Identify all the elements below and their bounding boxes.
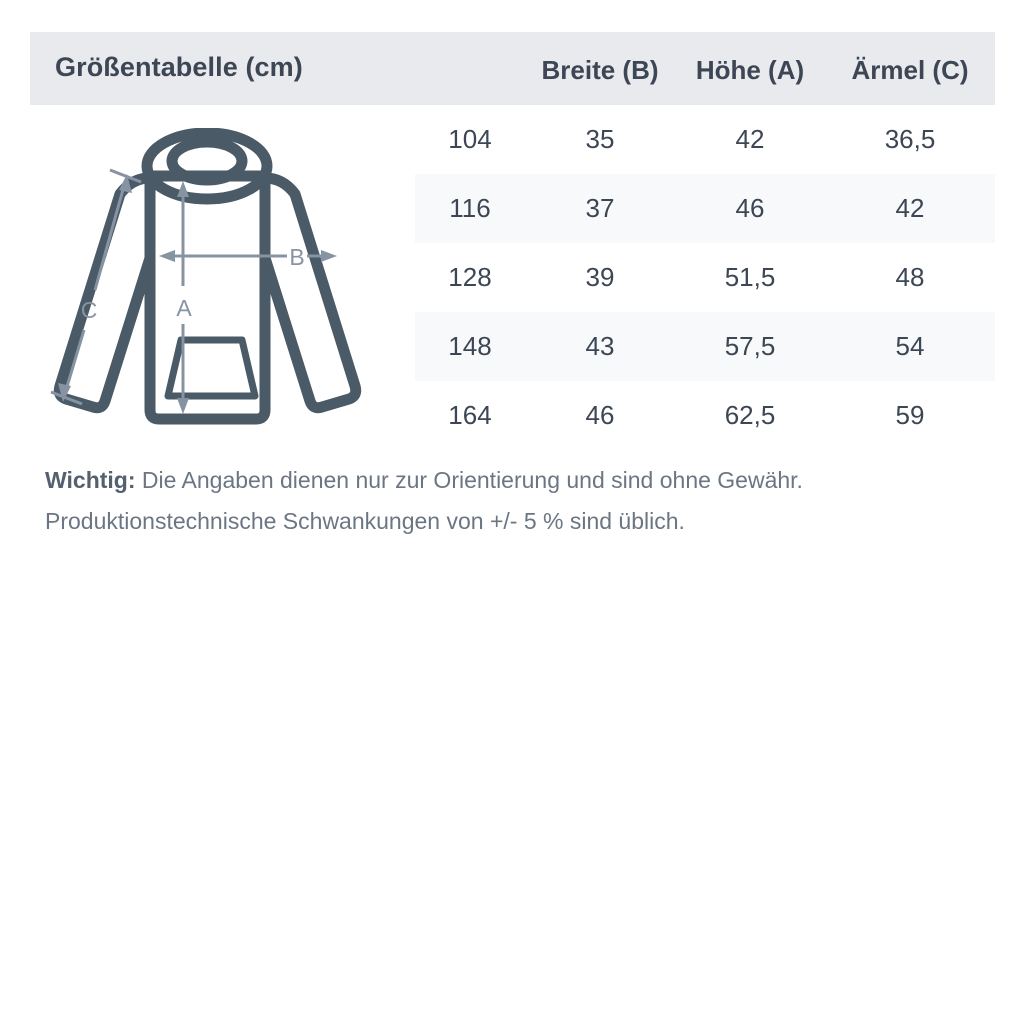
column-header-breite: Breite (B) xyxy=(541,54,659,85)
table-row: 104 35 42 36,5 xyxy=(415,105,995,174)
disclaimer-label: Wichtig: xyxy=(45,467,136,493)
column-header-aermel: Ärmel (C) xyxy=(851,54,969,85)
dimension-label-a: A xyxy=(176,295,192,321)
cell-hoehe: 62,5 xyxy=(724,400,776,430)
cell-size: 148 xyxy=(448,331,492,361)
cell-aermel: 42 xyxy=(895,193,925,223)
cell-hoehe: 46 xyxy=(735,193,765,223)
cell-aermel: 36,5 xyxy=(884,124,936,154)
table-row: 128 39 51,5 48 xyxy=(415,243,995,312)
table-row: 148 43 57,5 54 xyxy=(415,312,995,381)
cell-aermel: 48 xyxy=(895,262,925,292)
measure-line-a xyxy=(177,181,189,414)
cell-aermel: 54 xyxy=(895,331,925,361)
disclaimer-line-1: Die Angaben dienen nur zur Orientierung … xyxy=(135,467,803,493)
size-table-body: 104 35 42 36,5 116 37 46 42 128 39 51,5 … xyxy=(415,105,995,450)
cell-breite: 46 xyxy=(585,400,615,430)
cell-breite: 35 xyxy=(585,124,615,154)
cell-breite: 37 xyxy=(585,193,615,223)
table-row: 164 46 62,5 59 xyxy=(415,381,995,450)
hoodie-icon xyxy=(53,127,362,425)
cell-hoehe: 57,5 xyxy=(724,331,776,361)
cell-breite: 43 xyxy=(585,331,615,361)
cell-hoehe: 51,5 xyxy=(724,262,776,292)
hoodie-measurement-diagram: A B C xyxy=(40,127,425,443)
column-header-hoehe: Höhe (A) xyxy=(695,54,805,85)
cell-size: 164 xyxy=(448,400,492,430)
cell-size: 128 xyxy=(448,262,492,292)
table-header-band xyxy=(30,32,995,105)
disclaimer-note: Wichtig: Die Angaben dienen nur zur Orie… xyxy=(45,460,985,542)
dimension-label-b: B xyxy=(289,244,304,270)
cell-size: 104 xyxy=(448,124,492,154)
measurement-lines xyxy=(50,168,337,414)
cell-aermel: 59 xyxy=(895,400,925,430)
dimension-label-c: C xyxy=(81,297,98,323)
table-row: 116 37 46 42 xyxy=(415,174,995,243)
cell-size: 116 xyxy=(449,193,491,223)
page-title: Größentabelle (cm) xyxy=(55,52,303,82)
cell-breite: 39 xyxy=(585,262,615,292)
measure-line-b xyxy=(159,250,337,262)
cell-hoehe: 42 xyxy=(735,124,765,154)
hoodie-pocket xyxy=(164,336,259,400)
disclaimer-line-2: Produktionstechnische Schwankungen von +… xyxy=(45,508,685,534)
measure-line-c xyxy=(50,168,142,406)
table-column-headers: Breite (B) Höhe (A) Ärmel (C) xyxy=(415,52,995,88)
